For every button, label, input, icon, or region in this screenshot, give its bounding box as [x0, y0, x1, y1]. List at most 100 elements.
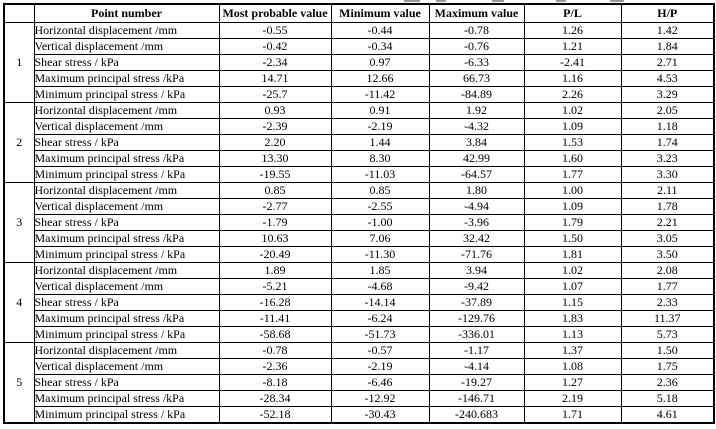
value-cell: -11.30: [330, 246, 430, 263]
table-row: Minimum principal stress / kPa -20.49 -11.…: [4, 246, 715, 263]
value-cell: -1.79: [218, 214, 332, 231]
value-cell: 1.37: [523, 342, 622, 359]
table-row: 1 Horizontal displacement /mm -0.55 -0.44 -0…: [3, 22, 715, 103]
value-cell: 1.13: [523, 326, 622, 343]
table-row: Minimum principal stress / kPa -52.18 -30.…: [4, 406, 715, 424]
row-label-cell: Vertical displacement /mm: [33, 198, 220, 215]
value-cell: -71.76: [428, 246, 525, 263]
row-label-cell: Vertical displacement /mm: [33, 38, 220, 55]
value-cell: -6.33: [428, 54, 525, 71]
value-cell: -336.01: [428, 326, 525, 343]
table-row: Maximum principal stress /kPa 14.71 12.66 6…: [4, 70, 715, 87]
value-cell: 2.08: [620, 262, 715, 279]
value-cell: 3.30: [620, 166, 715, 183]
value-cell: 4.61: [620, 406, 715, 424]
point-number-cell: 4: [3, 262, 35, 343]
value-cell: -16.28: [218, 294, 332, 311]
value-cell: 2.33: [620, 294, 715, 311]
value-cell: 1.09: [523, 118, 622, 135]
value-cell: 1.75: [620, 358, 715, 375]
value-cell: -0.42: [218, 38, 332, 55]
value-cell: -12.92: [330, 390, 430, 407]
value-cell: 5.73: [620, 326, 715, 343]
row-label-cell: Minimum principal stress / kPa: [33, 166, 220, 183]
value-cell: 1.84: [620, 38, 715, 55]
table-row: Shear stress / kPa -16.28 -14.14 -37.89 1.15…: [4, 294, 715, 311]
table-row: Shear stress / kPa -8.18 -6.46 -19.27 1.27 2.…: [4, 374, 715, 391]
value-cell: 3.29: [620, 86, 715, 103]
value-cell: -20.49: [218, 246, 332, 263]
table-row: Shear stress / kPa -1.79 -1.00 -3.96 1.79 2.2…: [4, 214, 715, 231]
row-label-cell: Vertical displacement /mm: [33, 278, 220, 295]
value-cell: 3.84: [428, 134, 525, 151]
value-cell: 1.74: [620, 134, 715, 151]
value-cell: 4.53: [620, 70, 715, 87]
value-cell: -11.41: [218, 310, 332, 327]
table-row: Shear stress / kPa -2.34 0.97 -6.33 -2.41 2.7…: [4, 54, 715, 71]
point-number-cell: 3: [3, 182, 35, 263]
value-cell: 5.18: [620, 390, 715, 407]
row-label-cell: Shear stress / kPa: [33, 214, 220, 231]
value-cell: 13.30: [218, 150, 332, 167]
value-cell: -11.42: [330, 86, 430, 103]
table-row: 2 Horizontal displacement /mm 0.93 0.91 1.92…: [3, 102, 715, 183]
value-cell: 1.15: [523, 294, 622, 311]
value-cell: 0.85: [330, 182, 430, 199]
row-label-cell: Horizontal displacement /mm: [33, 22, 220, 39]
value-cell: 1.53: [523, 134, 622, 151]
value-cell: -2.41: [523, 54, 622, 71]
value-cell: -25.7: [218, 86, 332, 103]
value-cell: 1.18: [620, 118, 715, 135]
value-cell: 32.42: [428, 230, 525, 247]
value-cell: -6.24: [330, 310, 430, 327]
row-label-cell: Shear stress / kPa: [33, 134, 220, 151]
row-label-cell: Horizontal displacement /mm: [33, 102, 220, 119]
row-label-cell: Minimum principal stress / kPa: [33, 406, 220, 424]
value-cell: -19.55: [218, 166, 332, 183]
value-cell: 2.19: [523, 390, 622, 407]
table-row: Vertical displacement /mm -2.39 -2.19 -4.32…: [4, 118, 715, 135]
row-label-cell: Maximum principal stress /kPa: [33, 390, 220, 407]
value-cell: 2.21: [620, 214, 715, 231]
table-row: Minimum principal stress / kPa -25.7 -11.4…: [4, 86, 715, 103]
value-cell: 1.80: [428, 182, 525, 199]
header-row: Point number Most probable value Minimum v…: [3, 3, 715, 23]
value-cell: -9.42: [428, 278, 525, 295]
value-cell: -52.18: [218, 406, 332, 424]
value-cell: 1.81: [523, 246, 622, 263]
value-cell: -84.89: [428, 86, 525, 103]
value-cell: 1.79: [523, 214, 622, 231]
value-cell: 1.26: [523, 22, 622, 39]
value-cell: 1.09: [523, 198, 622, 215]
value-cell: -37.89: [428, 294, 525, 311]
row-label-cell: Vertical displacement /mm: [33, 118, 220, 135]
value-cell: 1.78: [620, 198, 715, 215]
row-label-cell: Horizontal displacement /mm: [33, 182, 220, 199]
column-header: Point number: [33, 3, 220, 23]
column-header: H/P: [620, 3, 715, 23]
value-cell: 1.89: [218, 262, 332, 279]
column-header: [3, 3, 35, 23]
value-cell: 1.71: [523, 406, 622, 424]
column-header: P/L: [523, 3, 622, 23]
table-row: Vertical displacement /mm -2.77 -2.55 -4.94…: [4, 198, 715, 215]
table-row: Minimum principal stress / kPa -19.55 -11.…: [4, 166, 715, 183]
value-cell: 1.60: [523, 150, 622, 167]
row-label-cell: Minimum principal stress / kPa: [33, 86, 220, 103]
value-cell: 10.63: [218, 230, 332, 247]
value-cell: -5.21: [218, 278, 332, 295]
row-label-cell: Minimum principal stress / kPa: [33, 246, 220, 263]
value-cell: 0.97: [330, 54, 430, 71]
statistics-table: Point number Most probable value Minimum v…: [3, 3, 715, 424]
table-row: 5 Horizontal displacement /mm -0.78 -0.57 -1…: [3, 342, 715, 424]
value-cell: -2.19: [330, 358, 430, 375]
value-cell: -0.44: [330, 22, 430, 39]
row-label-cell: Maximum principal stress /kPa: [33, 70, 220, 87]
value-cell: -64.57: [428, 166, 525, 183]
row-label-cell: Horizontal displacement /mm: [33, 342, 220, 359]
value-cell: 1.08: [523, 358, 622, 375]
table-row: Maximum principal stress /kPa -11.41 -6.24…: [4, 310, 715, 327]
value-cell: 11.37: [620, 310, 715, 327]
table-row: Maximum principal stress /kPa -28.34 -12.9…: [4, 390, 715, 407]
